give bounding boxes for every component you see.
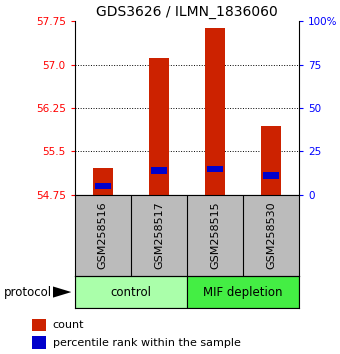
- Text: control: control: [110, 286, 151, 298]
- Polygon shape: [53, 286, 71, 298]
- Bar: [205, 28, 225, 195]
- Title: GDS3626 / ILMN_1836060: GDS3626 / ILMN_1836060: [96, 5, 278, 19]
- Bar: [149, 58, 169, 195]
- Text: count: count: [53, 320, 84, 330]
- Text: percentile rank within the sample: percentile rank within the sample: [53, 338, 241, 348]
- Bar: [261, 126, 281, 195]
- Text: protocol: protocol: [3, 286, 52, 298]
- Text: GSM258517: GSM258517: [154, 201, 164, 269]
- Bar: [75, 276, 187, 308]
- Text: GSM258516: GSM258516: [98, 201, 108, 269]
- Bar: [263, 172, 279, 179]
- Text: MIF depletion: MIF depletion: [203, 286, 283, 298]
- Bar: [207, 166, 223, 172]
- Bar: [187, 276, 299, 308]
- Bar: [151, 167, 167, 173]
- Bar: [32, 336, 47, 349]
- Bar: [93, 167, 113, 195]
- Bar: [95, 183, 111, 189]
- Text: GSM258515: GSM258515: [210, 201, 220, 269]
- Text: GSM258530: GSM258530: [266, 201, 276, 269]
- Bar: [32, 319, 47, 331]
